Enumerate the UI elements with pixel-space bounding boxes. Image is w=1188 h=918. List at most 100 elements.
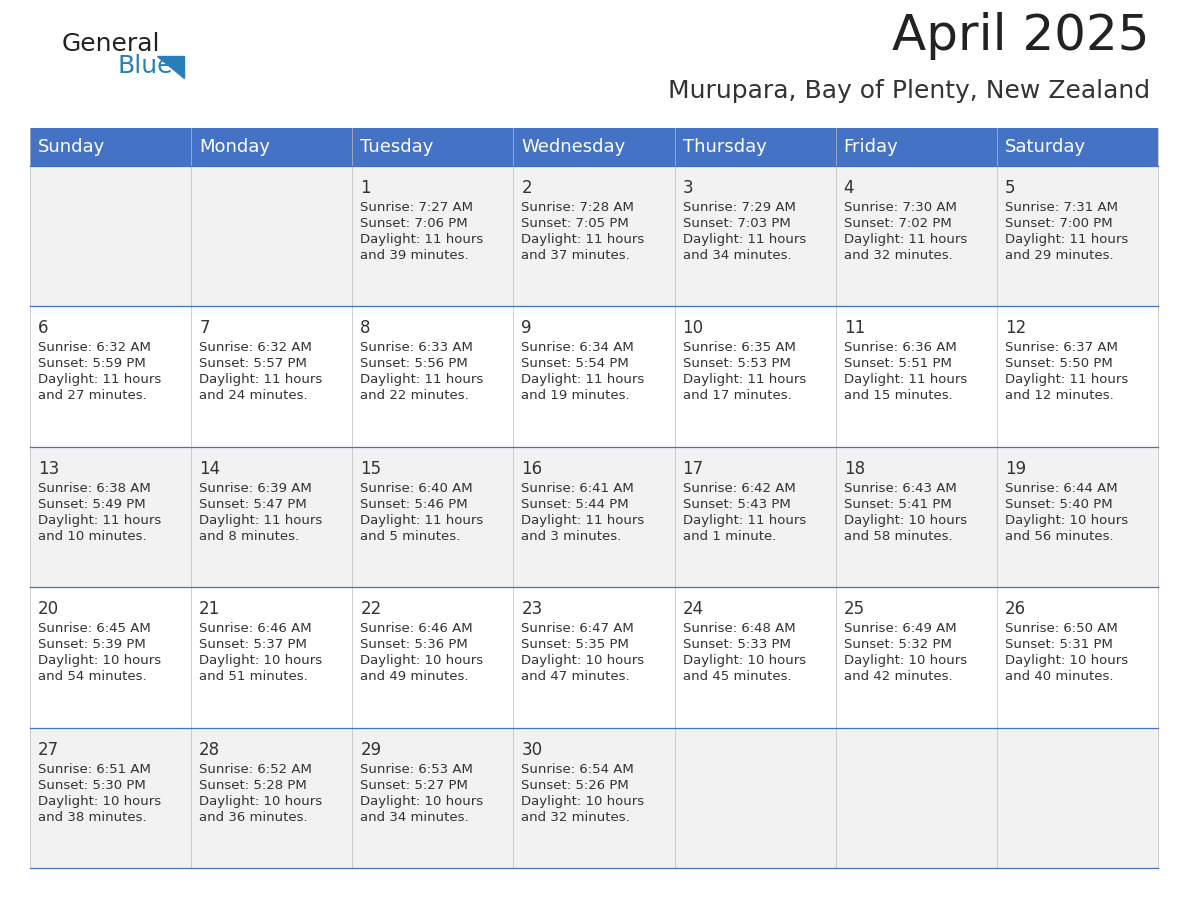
- Text: Daylight: 11 hours: Daylight: 11 hours: [843, 374, 967, 386]
- Text: Sunday: Sunday: [38, 138, 106, 156]
- Text: 20: 20: [38, 600, 59, 618]
- Text: 29: 29: [360, 741, 381, 758]
- Text: and 1 minute.: and 1 minute.: [683, 530, 776, 543]
- Text: and 22 minutes.: and 22 minutes.: [360, 389, 469, 402]
- Text: Daylight: 10 hours: Daylight: 10 hours: [1005, 514, 1127, 527]
- Text: and 38 minutes.: and 38 minutes.: [38, 811, 146, 823]
- Text: 4: 4: [843, 179, 854, 197]
- Text: Daylight: 10 hours: Daylight: 10 hours: [200, 795, 322, 808]
- Text: Friday: Friday: [843, 138, 898, 156]
- Text: and 47 minutes.: and 47 minutes.: [522, 670, 630, 683]
- Text: and 36 minutes.: and 36 minutes.: [200, 811, 308, 823]
- Text: 28: 28: [200, 741, 220, 758]
- Text: Daylight: 11 hours: Daylight: 11 hours: [522, 233, 645, 246]
- Text: Sunset: 5:30 PM: Sunset: 5:30 PM: [38, 778, 146, 791]
- Text: Sunrise: 6:41 AM: Sunrise: 6:41 AM: [522, 482, 634, 495]
- Text: Daylight: 11 hours: Daylight: 11 hours: [200, 514, 322, 527]
- Text: and 39 minutes.: and 39 minutes.: [360, 249, 469, 262]
- Text: Sunset: 5:59 PM: Sunset: 5:59 PM: [38, 357, 146, 370]
- Text: Sunset: 5:44 PM: Sunset: 5:44 PM: [522, 498, 630, 510]
- Text: Sunset: 5:50 PM: Sunset: 5:50 PM: [1005, 357, 1113, 370]
- Text: Sunrise: 7:30 AM: Sunrise: 7:30 AM: [843, 201, 956, 214]
- Text: Sunrise: 6:54 AM: Sunrise: 6:54 AM: [522, 763, 634, 776]
- Text: 19: 19: [1005, 460, 1026, 477]
- Bar: [30, 128, 1158, 166]
- Text: Murupara, Bay of Plenty, New Zealand: Murupara, Bay of Plenty, New Zealand: [668, 79, 1150, 103]
- Text: Sunrise: 6:53 AM: Sunrise: 6:53 AM: [360, 763, 473, 776]
- Text: Sunrise: 6:32 AM: Sunrise: 6:32 AM: [200, 341, 312, 354]
- Text: Sunset: 5:37 PM: Sunset: 5:37 PM: [200, 638, 307, 651]
- Text: and 58 minutes.: and 58 minutes.: [843, 530, 953, 543]
- Text: Sunrise: 6:33 AM: Sunrise: 6:33 AM: [360, 341, 473, 354]
- Text: Sunset: 5:53 PM: Sunset: 5:53 PM: [683, 357, 790, 370]
- Text: and 19 minutes.: and 19 minutes.: [522, 389, 630, 402]
- Bar: [30, 166, 1158, 307]
- Text: Sunset: 7:00 PM: Sunset: 7:00 PM: [1005, 217, 1112, 230]
- Text: 12: 12: [1005, 319, 1026, 338]
- Text: Tuesday: Tuesday: [360, 138, 434, 156]
- Text: 25: 25: [843, 600, 865, 618]
- Text: Daylight: 11 hours: Daylight: 11 hours: [360, 233, 484, 246]
- Text: Sunset: 5:49 PM: Sunset: 5:49 PM: [38, 498, 146, 510]
- Text: Sunset: 5:39 PM: Sunset: 5:39 PM: [38, 638, 146, 651]
- Text: and 10 minutes.: and 10 minutes.: [38, 530, 146, 543]
- Text: April 2025: April 2025: [892, 12, 1150, 60]
- Text: 9: 9: [522, 319, 532, 338]
- Text: Sunset: 5:35 PM: Sunset: 5:35 PM: [522, 638, 630, 651]
- Text: Sunrise: 6:50 AM: Sunrise: 6:50 AM: [1005, 622, 1118, 635]
- Text: Daylight: 10 hours: Daylight: 10 hours: [38, 655, 162, 667]
- Text: Daylight: 11 hours: Daylight: 11 hours: [360, 514, 484, 527]
- Text: Sunset: 5:43 PM: Sunset: 5:43 PM: [683, 498, 790, 510]
- Text: 8: 8: [360, 319, 371, 338]
- Text: Daylight: 11 hours: Daylight: 11 hours: [522, 374, 645, 386]
- Text: Blue: Blue: [118, 54, 173, 78]
- Text: Daylight: 10 hours: Daylight: 10 hours: [200, 655, 322, 667]
- Text: Sunset: 5:28 PM: Sunset: 5:28 PM: [200, 778, 307, 791]
- Bar: [30, 307, 1158, 447]
- Text: and 49 minutes.: and 49 minutes.: [360, 670, 469, 683]
- Text: Sunrise: 6:43 AM: Sunrise: 6:43 AM: [843, 482, 956, 495]
- Text: Sunrise: 7:28 AM: Sunrise: 7:28 AM: [522, 201, 634, 214]
- Text: and 34 minutes.: and 34 minutes.: [360, 811, 469, 823]
- Text: Daylight: 11 hours: Daylight: 11 hours: [1005, 374, 1129, 386]
- Text: 22: 22: [360, 600, 381, 618]
- Polygon shape: [157, 56, 184, 78]
- Text: Sunrise: 6:47 AM: Sunrise: 6:47 AM: [522, 622, 634, 635]
- Text: Daylight: 10 hours: Daylight: 10 hours: [360, 795, 484, 808]
- Text: and 40 minutes.: and 40 minutes.: [1005, 670, 1113, 683]
- Text: Sunrise: 6:45 AM: Sunrise: 6:45 AM: [38, 622, 151, 635]
- Text: 24: 24: [683, 600, 703, 618]
- Text: 13: 13: [38, 460, 59, 477]
- Text: 1: 1: [360, 179, 371, 197]
- Text: Daylight: 11 hours: Daylight: 11 hours: [683, 233, 805, 246]
- Text: Sunset: 7:05 PM: Sunset: 7:05 PM: [522, 217, 630, 230]
- Text: and 51 minutes.: and 51 minutes.: [200, 670, 308, 683]
- Text: Sunset: 5:33 PM: Sunset: 5:33 PM: [683, 638, 790, 651]
- Text: Daylight: 11 hours: Daylight: 11 hours: [683, 374, 805, 386]
- Text: 2: 2: [522, 179, 532, 197]
- Text: Daylight: 11 hours: Daylight: 11 hours: [683, 514, 805, 527]
- Text: and 8 minutes.: and 8 minutes.: [200, 530, 299, 543]
- Text: Sunrise: 6:46 AM: Sunrise: 6:46 AM: [200, 622, 311, 635]
- Text: Sunset: 5:40 PM: Sunset: 5:40 PM: [1005, 498, 1112, 510]
- Text: Sunrise: 6:36 AM: Sunrise: 6:36 AM: [843, 341, 956, 354]
- Text: Sunrise: 6:51 AM: Sunrise: 6:51 AM: [38, 763, 151, 776]
- Text: and 54 minutes.: and 54 minutes.: [38, 670, 146, 683]
- Text: Sunrise: 6:46 AM: Sunrise: 6:46 AM: [360, 622, 473, 635]
- Text: Sunrise: 6:44 AM: Sunrise: 6:44 AM: [1005, 482, 1118, 495]
- Text: Sunset: 5:36 PM: Sunset: 5:36 PM: [360, 638, 468, 651]
- Text: 14: 14: [200, 460, 220, 477]
- Text: and 24 minutes.: and 24 minutes.: [200, 389, 308, 402]
- Text: Sunrise: 6:48 AM: Sunrise: 6:48 AM: [683, 622, 795, 635]
- Text: and 32 minutes.: and 32 minutes.: [522, 811, 630, 823]
- Text: Daylight: 11 hours: Daylight: 11 hours: [360, 374, 484, 386]
- Text: 10: 10: [683, 319, 703, 338]
- Text: and 45 minutes.: and 45 minutes.: [683, 670, 791, 683]
- Bar: [30, 728, 1158, 868]
- Text: Sunrise: 7:31 AM: Sunrise: 7:31 AM: [1005, 201, 1118, 214]
- Text: and 27 minutes.: and 27 minutes.: [38, 389, 147, 402]
- Text: 18: 18: [843, 460, 865, 477]
- Text: Sunset: 5:57 PM: Sunset: 5:57 PM: [200, 357, 307, 370]
- Text: Daylight: 10 hours: Daylight: 10 hours: [843, 655, 967, 667]
- Text: 16: 16: [522, 460, 543, 477]
